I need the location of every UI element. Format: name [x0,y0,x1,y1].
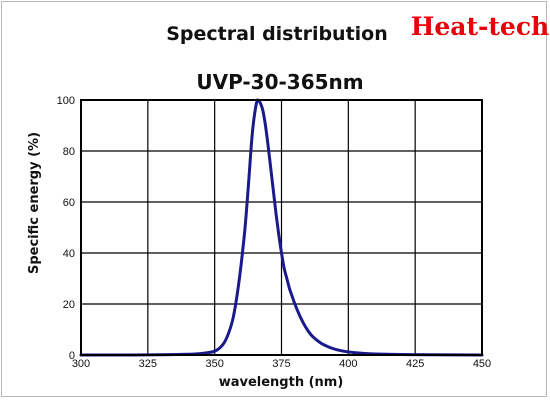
x-tick-label: 425 [406,358,424,370]
x-tick-label: 450 [473,358,491,370]
plot-area-border [80,99,483,356]
y-tick-label: 40 [63,248,75,260]
chart-subtitle: UVP-30-365nm [196,70,363,94]
y-tick-label: 60 [63,197,75,209]
x-axis-label: wavelength (nm) [219,375,344,390]
tick-labels: 300 325 350 375 400 425 450 0 20 40 60 80 100 [57,95,492,370]
y-tick-label: 0 [69,350,75,362]
x-tick-label: 375 [272,358,290,370]
y-axis-label: Specific energy (%) [27,132,42,274]
grid-lines [81,100,482,355]
x-tick-label: 400 [339,358,357,370]
x-tick-label: 300 [72,358,90,370]
chart-title: Spectral distribution [166,23,388,45]
x-tick-label: 325 [139,358,157,370]
y-tick-label: 80 [63,146,75,158]
brand-logo-text: Heat-tech [411,12,550,41]
spectrum-line [79,98,484,357]
series-layer [79,98,484,357]
y-tick-label: 20 [63,299,75,311]
x-tick-label: 350 [205,358,223,370]
y-tick-label: 100 [57,95,75,107]
